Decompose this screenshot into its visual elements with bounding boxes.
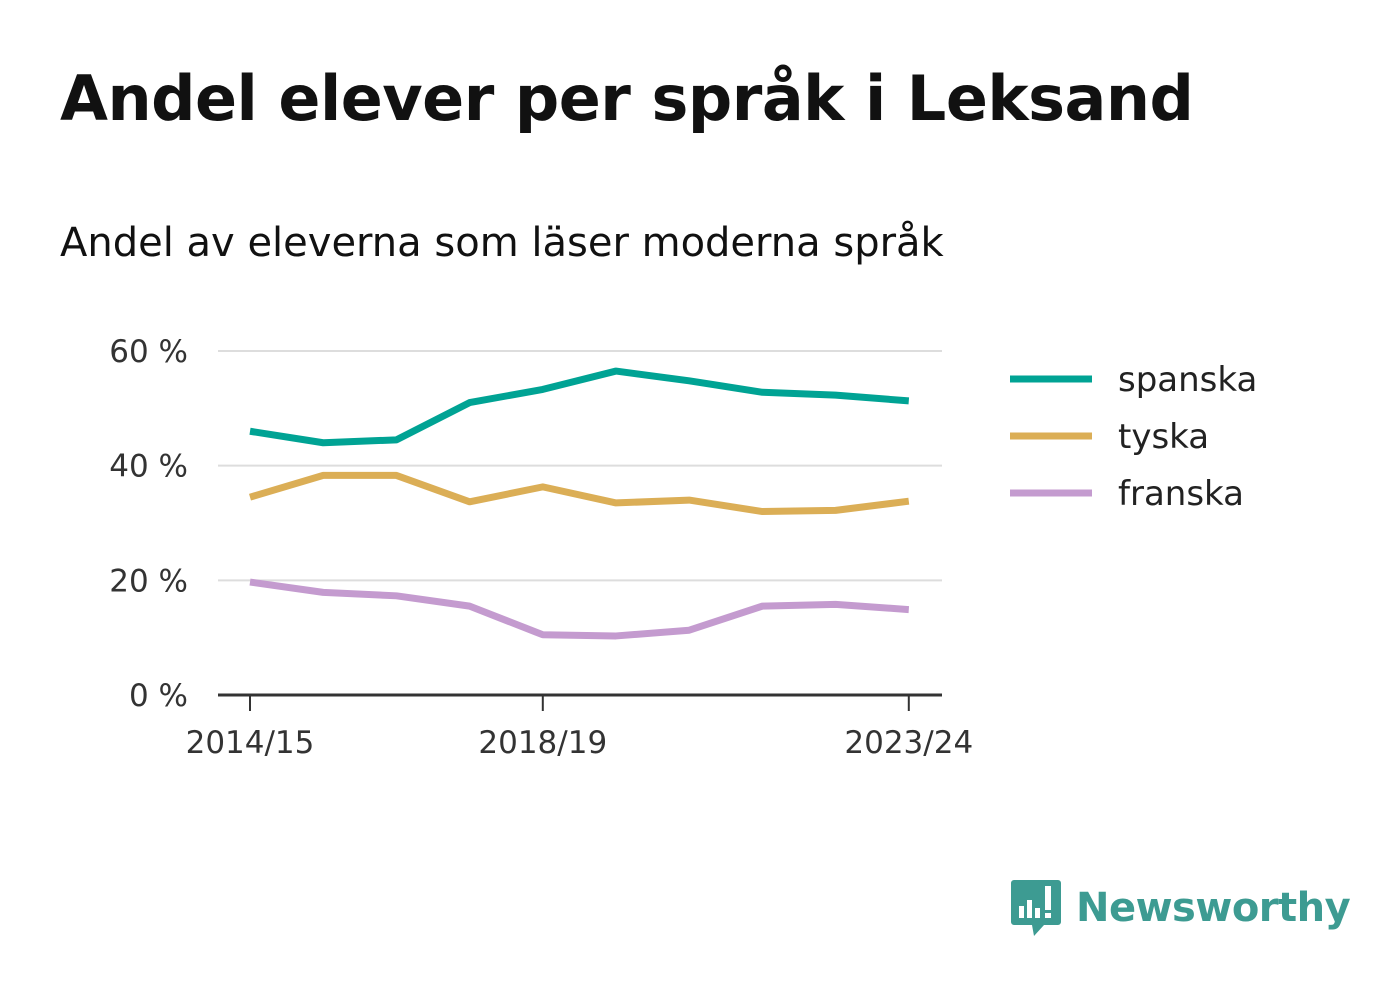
- y-tick-label: 40 %: [109, 449, 188, 485]
- series-line-spanska: [249, 367, 910, 447]
- x-tick-label: 2018/19: [478, 725, 607, 761]
- newsworthy-logo-icon: [1011, 880, 1061, 936]
- series-line-franska: [249, 578, 910, 640]
- axes: 0 % 20 % 40 % 60 % 2014/15 2018/19 2023/24: [109, 334, 973, 761]
- chart-subtitle: Andel av eleverna som läser moderna språ…: [60, 220, 944, 266]
- brand-logo: Newsworthy: [1010, 878, 1351, 938]
- y-tick-label: 60 %: [109, 334, 188, 370]
- gridlines: [218, 350, 942, 582]
- legend: spanska tyska franska: [1010, 360, 1257, 514]
- y-tick-label: 20 %: [109, 563, 188, 599]
- x-tick-label: 2023/24: [844, 725, 973, 761]
- x-tick-label: 2014/15: [186, 725, 315, 761]
- brand-name: Newsworthy: [1076, 885, 1351, 931]
- legend-label: spanska: [1118, 360, 1257, 400]
- legend-label: franska: [1118, 474, 1244, 514]
- legend-label: tyska: [1118, 417, 1209, 457]
- chart-title: Andel elever per språk i Leksand: [60, 62, 1194, 135]
- y-tick-label: 0 %: [129, 678, 188, 714]
- series-lines: [249, 367, 910, 640]
- series-line-tyska: [249, 471, 910, 516]
